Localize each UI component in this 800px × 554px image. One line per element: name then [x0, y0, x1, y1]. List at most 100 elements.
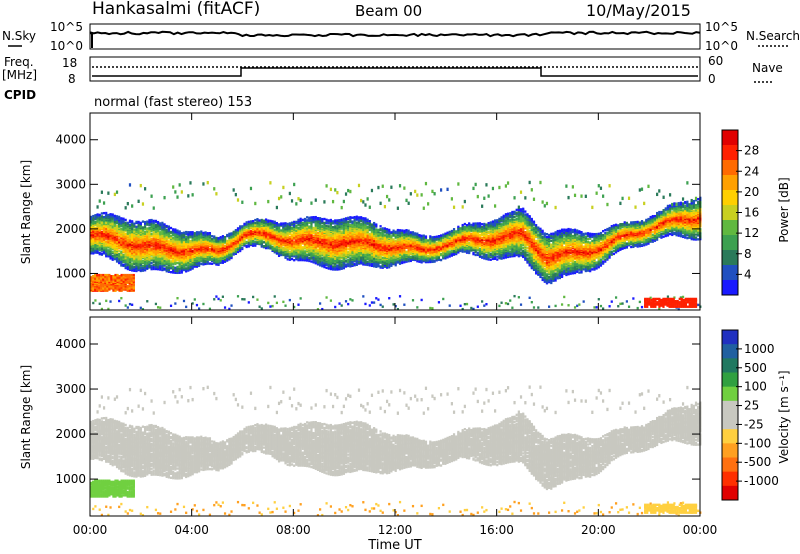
power-cell — [293, 221, 295, 223]
power-cell — [99, 214, 101, 216]
freq-tick-bottom: 8 — [68, 72, 76, 86]
power-cell — [127, 306, 129, 308]
freq-panel: Freq. [MHz] 18 8 60 0 Nave — [2, 54, 783, 86]
power-cell — [347, 248, 349, 250]
power-cell — [146, 220, 148, 222]
power-cell — [109, 300, 111, 302]
power-cell — [362, 217, 364, 219]
power-cell — [116, 190, 118, 193]
power-cell — [295, 225, 297, 227]
power-cell — [310, 216, 312, 218]
power-cell — [362, 200, 364, 203]
power-cell — [202, 232, 204, 234]
power-cell — [317, 248, 319, 250]
power-cell — [384, 205, 386, 208]
power-cell — [187, 194, 189, 197]
power-cell — [150, 262, 152, 264]
power-cell — [369, 220, 371, 222]
power-cell — [220, 236, 222, 238]
power-cell — [183, 232, 185, 234]
power-cell — [155, 224, 157, 226]
noise-tick-bottom-left: 10^0 — [50, 39, 83, 53]
noise-tick-bottom-right: 10^0 — [705, 39, 738, 53]
power-cell — [364, 203, 366, 206]
power-cell — [390, 186, 392, 189]
power-cell — [310, 201, 312, 204]
power-cell — [282, 247, 284, 249]
power-cell — [334, 306, 336, 308]
power-cell — [354, 216, 356, 218]
power-cell — [349, 216, 351, 218]
power-cell — [209, 232, 211, 234]
power-cell — [341, 230, 343, 232]
noise-tick-top-left: 10^5 — [50, 20, 83, 34]
power-cell — [325, 267, 327, 269]
power-cell — [252, 296, 254, 298]
power-cell — [280, 222, 282, 224]
power-cell — [276, 222, 278, 224]
power-cell — [176, 297, 178, 299]
power-cell — [304, 218, 306, 220]
power-cell — [321, 225, 323, 227]
power-cell — [148, 227, 150, 229]
power-cell — [241, 247, 243, 249]
power-cell — [390, 235, 392, 237]
power-cell — [373, 222, 375, 224]
power-cell — [174, 302, 176, 304]
power-cell — [259, 219, 261, 221]
power-cell — [293, 240, 295, 242]
power-cell — [300, 297, 302, 299]
beam-title: Beam 00 — [355, 2, 422, 20]
power-cell — [194, 232, 196, 234]
freq-unit-label: [MHz] — [2, 68, 37, 82]
power-cell — [129, 303, 131, 305]
power-cell — [209, 262, 211, 264]
power-cell — [306, 253, 308, 255]
noise-panel: N.Sky 10^5 10^0 10^5 10^0 N.Search — [2, 20, 800, 53]
power-cell — [192, 250, 194, 252]
power-cell — [120, 251, 122, 253]
power-cell — [105, 240, 107, 242]
power-cell — [382, 227, 384, 229]
power-cell — [166, 229, 168, 231]
noise-trace — [90, 32, 700, 48]
power-cell — [170, 235, 172, 237]
power-cell — [142, 265, 144, 267]
power-cell — [325, 224, 327, 226]
power-cell — [94, 299, 96, 301]
power-cell — [382, 257, 384, 259]
power-cell — [367, 219, 369, 221]
power-cell — [127, 222, 129, 224]
power-cell — [321, 257, 323, 259]
power-cell — [371, 223, 373, 225]
power-cell — [319, 217, 321, 219]
power-cell — [237, 295, 239, 297]
power-cell — [174, 267, 176, 269]
power-cell — [135, 226, 137, 228]
power-cell — [200, 230, 202, 232]
power-cell — [284, 305, 286, 307]
power-cell — [120, 228, 122, 230]
power-cell — [341, 304, 343, 306]
power-cell — [349, 190, 351, 193]
power-cell — [291, 199, 293, 202]
power-cell — [179, 230, 181, 232]
power-cell — [211, 238, 213, 240]
power-cell — [170, 231, 172, 233]
power-cell — [174, 228, 176, 230]
power-cell — [217, 237, 219, 239]
power-cell — [170, 227, 172, 229]
power-cell — [334, 225, 336, 227]
power-cell — [371, 301, 373, 303]
power-cell — [269, 220, 271, 222]
power-cell — [114, 193, 116, 196]
power-cell — [142, 220, 144, 222]
power-cell — [185, 306, 187, 308]
power-cell — [166, 266, 168, 268]
power-cell — [308, 225, 310, 227]
power-cell — [122, 218, 124, 220]
power-cell — [345, 259, 347, 261]
power-cell — [237, 227, 239, 229]
power-cell — [129, 223, 131, 225]
power-cell — [120, 297, 122, 299]
